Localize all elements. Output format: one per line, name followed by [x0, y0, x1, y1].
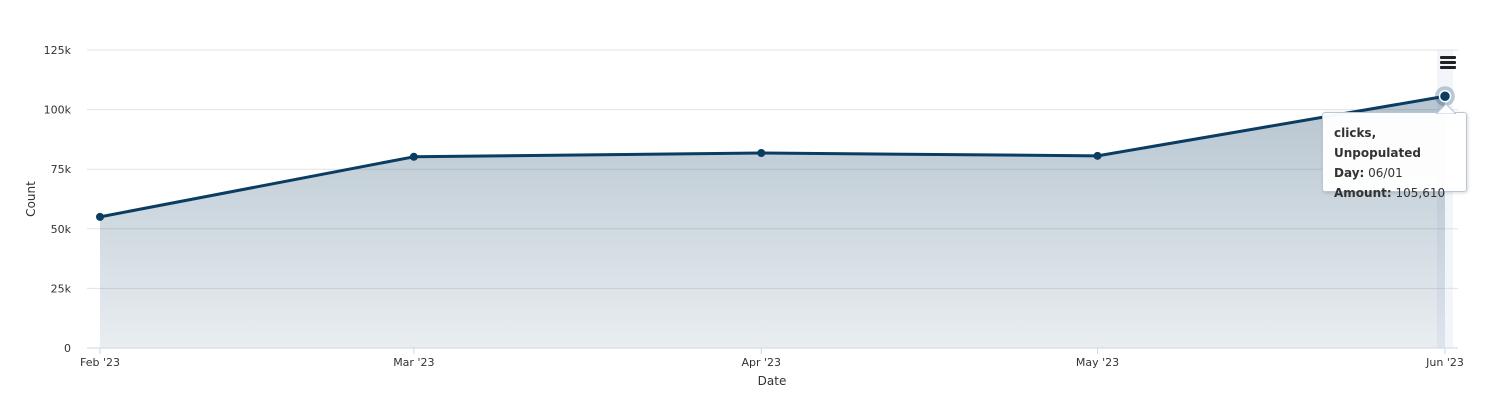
x-tick-label: Feb '23 [80, 356, 120, 369]
tooltip-amount-label: Amount: [1334, 186, 1392, 200]
tooltip-amount-row: Amount: 105,610 [1334, 183, 1455, 203]
y-tick-label: 25k [51, 282, 72, 295]
y-tick-label: 75k [51, 163, 72, 176]
x-tick-label: Apr '23 [742, 356, 782, 369]
area-fill [100, 96, 1445, 348]
data-point[interactable] [96, 212, 104, 221]
hamburger-menu-icon [1440, 56, 1456, 59]
series-points[interactable] [96, 86, 1455, 221]
x-tick-label: Mar '23 [393, 356, 434, 369]
y-tick-label: 0 [64, 342, 71, 355]
tooltip-amount-value: 105,610 [1395, 186, 1446, 200]
series-area [100, 96, 1445, 348]
tooltip-day-label: Day: [1334, 166, 1365, 180]
x-tick-label: May '23 [1076, 356, 1119, 369]
x-axis-title: Date [758, 374, 787, 388]
tooltip-pointer [1436, 104, 1456, 114]
y-tick-label: 125k [44, 44, 72, 57]
tooltip-day-row: Day: 06/01 [1334, 163, 1455, 183]
data-tooltip: clicks, Unpopulated Day: 06/01 Amount: 1… [1322, 104, 1467, 200]
data-point[interactable] [1093, 151, 1102, 160]
chart-menu-button[interactable] [1436, 53, 1460, 73]
data-point[interactable] [757, 148, 766, 157]
data-point[interactable] [409, 152, 418, 161]
y-axis-title: Count [24, 181, 38, 217]
x-tick-label: Jun '23 [1425, 356, 1464, 369]
tooltip-day-value: 06/01 [1368, 166, 1403, 180]
y-tick-label: 50k [51, 223, 72, 236]
axes [87, 347, 1458, 354]
data-point[interactable] [1438, 89, 1452, 103]
axis-labels: 0 25k 50k 75k 100k 125k Feb '23 Mar '23 Apr '23 M… [24, 44, 1464, 388]
y-tick-label: 100k [44, 104, 72, 117]
tooltip-title: clicks, Unpopulated [1334, 126, 1421, 160]
